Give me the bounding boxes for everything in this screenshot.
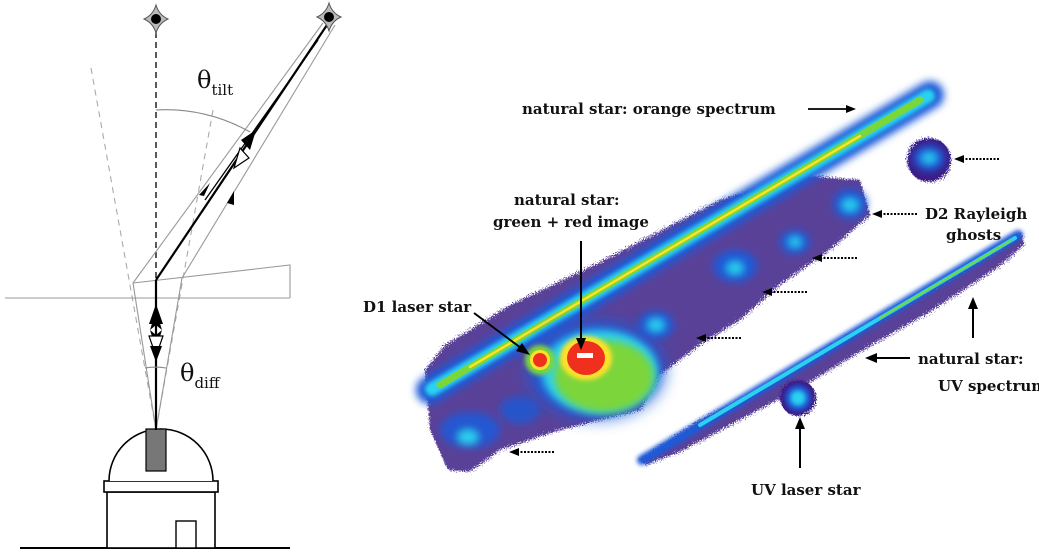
uv-spectrum-streak	[637, 230, 1023, 465]
label-green-red-line2: green + red image	[493, 213, 649, 231]
tilted-star-icon	[315, 1, 343, 33]
beam-cone-right	[181, 24, 336, 279]
d1-laser-arrow	[473, 312, 530, 355]
tilted-arrow-up	[241, 130, 256, 150]
label-uv-spectrum-line1: natural star:	[918, 350, 1024, 368]
green-red-image-blob	[528, 322, 664, 418]
cone-dashed-left	[90, 67, 157, 431]
observatory-ring	[103, 480, 219, 493]
label-orange-spectrum: natural star: orange spectrum	[522, 100, 776, 118]
ghost-pointer-arrows	[509, 155, 1000, 456]
beam-arrow-small-1	[199, 183, 210, 196]
uv-laser-star-blob	[785, 385, 811, 411]
ghost-arrow-5	[696, 334, 742, 342]
d2-rayleigh-ghosts	[638, 145, 945, 339]
ghost-arrow-4	[762, 288, 808, 296]
secondary-beam	[204, 39, 319, 201]
zenith-star-icon	[142, 3, 170, 35]
theta-tilt-label: θtilt	[197, 66, 233, 99]
label-green-red-line1: natural star:	[514, 191, 620, 209]
ghost-arrow-2	[872, 210, 918, 218]
diff-cone-left	[132, 282, 157, 431]
uv-laser-arrow	[795, 417, 805, 468]
laser-star-false-color-image: natural star: orange spectrum natural st…	[363, 81, 1039, 499]
theta-diff-label: θdiff	[180, 359, 221, 392]
uv-spectrum-arrow-horizontal	[865, 353, 910, 363]
ghost-arrow-3	[812, 254, 858, 262]
tilted-arrow-down	[232, 146, 250, 170]
tilt-angle-arc	[155, 109, 251, 133]
vertical-arrow-down-solid	[150, 346, 162, 362]
beam-cone-left	[132, 22, 324, 284]
diff-cone-right	[155, 277, 183, 431]
orange-spectrum-streak	[416, 81, 944, 404]
ghost-arrow-1	[954, 155, 1000, 163]
observatory-door	[175, 520, 197, 549]
label-arrows	[473, 105, 978, 468]
label-uv-spectrum-line2: UV spectrum	[938, 377, 1039, 395]
ghost-arrow-6	[509, 448, 555, 456]
label-uv-laser: UV laser star	[751, 481, 862, 499]
uv-spectrum-arrow-vertical	[968, 297, 978, 338]
label-d2-line2: ghosts	[946, 226, 1001, 244]
d1-laser-star-blob	[525, 345, 555, 375]
telescope	[145, 428, 167, 472]
green-red-arrow	[576, 241, 586, 350]
vertical-arrow-up	[149, 304, 163, 324]
prism-top	[132, 264, 291, 298]
orange-spectrum-arrow	[808, 105, 856, 113]
laser-geometry-diagram: θtilt θdiff	[5, 1, 343, 549]
diff-angle-arc	[144, 366, 167, 369]
label-d1-laser: D1 laser star	[363, 298, 472, 316]
label-d2-line1: D2 Rayleigh	[925, 205, 1027, 223]
beam-arrow-small-2	[227, 191, 234, 205]
lower-left-haze	[440, 396, 540, 448]
observatory-building	[106, 491, 216, 549]
